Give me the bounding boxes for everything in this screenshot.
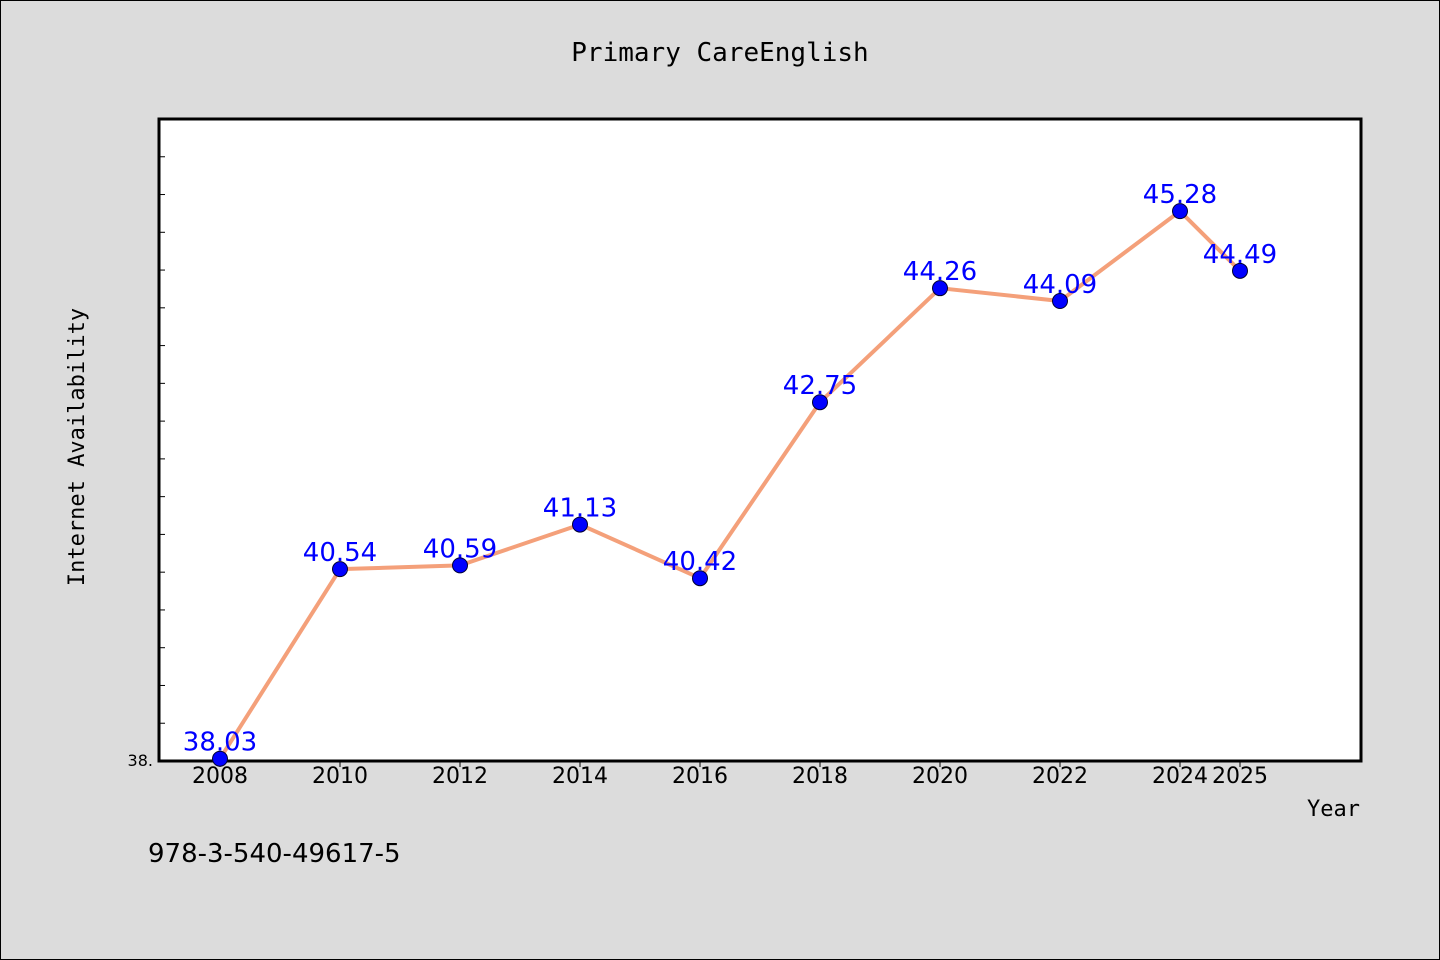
data-label: 44.49 [1203, 240, 1277, 270]
data-point [1052, 293, 1068, 310]
footer-isbn: 978-3-540-49617-5 [148, 839, 401, 869]
x-tick-label: 2025 [1212, 764, 1268, 789]
x-tick-label: 2010 [312, 764, 368, 789]
data-point [452, 557, 468, 574]
data-label: 44.09 [1023, 270, 1097, 300]
data-label: 41.13 [543, 494, 617, 524]
x-axis-ticks: 2008 2010 2012 2014 2016 2018 2020 2022 2024 2025 [192, 761, 1268, 789]
data-point [572, 516, 588, 533]
y-axis-label: Internet Availability [65, 308, 90, 586]
data-point [1232, 262, 1248, 279]
data-label: 42.75 [783, 371, 857, 401]
data-label: 40.59 [423, 534, 497, 564]
data-point [692, 570, 708, 587]
data-label: 40.54 [303, 538, 377, 568]
chart-title: Primary CareEnglish [571, 38, 868, 68]
data-label: 40.42 [663, 547, 737, 577]
data-point [212, 750, 228, 767]
x-tick-label: 2014 [552, 764, 608, 789]
x-tick-label: 2018 [792, 764, 848, 789]
data-point [932, 280, 948, 297]
x-tick-label: 2024 [1152, 764, 1208, 789]
data-label: 45.28 [1143, 180, 1217, 210]
data-label: 38.03 [183, 728, 257, 758]
x-axis-label: Year [1307, 797, 1360, 822]
x-tick-label: 2012 [432, 764, 488, 789]
data-point [332, 561, 348, 578]
x-tick-label: 2016 [672, 764, 728, 789]
x-tick-label: 2020 [912, 764, 968, 789]
data-point [812, 394, 828, 411]
y-tick-label: 38. [128, 751, 153, 770]
data-point [1172, 203, 1188, 220]
x-tick-label: 2008 [192, 764, 248, 789]
data-label: 44.26 [903, 257, 977, 287]
series-group: 38.03 40.54 40.59 41.13 40.42 42.75 44.26 44.09… [183, 180, 1277, 767]
x-tick-label: 2022 [1032, 764, 1088, 789]
series-line [218, 209, 1242, 761]
y-axis-ticks [159, 118, 165, 724]
